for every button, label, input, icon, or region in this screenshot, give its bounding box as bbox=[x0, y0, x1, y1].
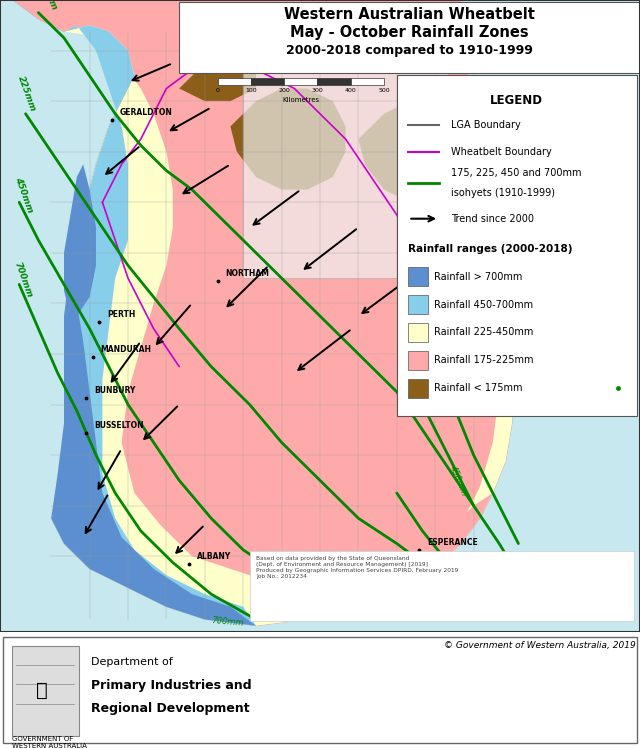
Text: Based on data provided by the State of Queensland
(Dept. of Environment and Reso: Based on data provided by the State of Q… bbox=[256, 557, 458, 579]
Bar bbox=[218, 78, 251, 85]
Text: © Government of Western Australia, 2019: © Government of Western Australia, 2019 bbox=[444, 641, 636, 650]
Text: Western Australian Wheatbelt: Western Australian Wheatbelt bbox=[284, 7, 535, 22]
Text: LGA Boundary: LGA Boundary bbox=[451, 120, 521, 130]
Text: 300: 300 bbox=[312, 88, 323, 93]
Text: May - October Rainfall Zones: May - October Rainfall Zones bbox=[291, 25, 529, 40]
Text: Rainfall 450-700mm: Rainfall 450-700mm bbox=[434, 300, 533, 310]
Text: GERALDTON: GERALDTON bbox=[120, 108, 173, 117]
Bar bbox=[179, 2, 640, 73]
Text: ALBANY: ALBANY bbox=[196, 552, 231, 561]
Text: 225mm: 225mm bbox=[430, 373, 452, 406]
Polygon shape bbox=[13, 0, 518, 626]
Text: 175mm: 175mm bbox=[422, 304, 444, 337]
Text: 175mm: 175mm bbox=[35, 0, 60, 11]
Bar bbox=[284, 78, 317, 85]
Bar bbox=[408, 378, 428, 398]
Polygon shape bbox=[13, 0, 518, 626]
Text: 0: 0 bbox=[216, 88, 220, 93]
Text: 500: 500 bbox=[378, 88, 390, 93]
Polygon shape bbox=[13, 0, 256, 626]
Text: Primary Industries and: Primary Industries and bbox=[91, 679, 252, 692]
Text: Wheatbelt Boundary: Wheatbelt Boundary bbox=[451, 147, 552, 156]
Bar bbox=[351, 78, 384, 85]
Text: 700mm: 700mm bbox=[211, 616, 244, 628]
Polygon shape bbox=[230, 88, 346, 190]
Polygon shape bbox=[365, 493, 493, 588]
Text: Rainfall 175-225mm: Rainfall 175-225mm bbox=[434, 355, 533, 365]
Bar bbox=[408, 267, 428, 286]
Polygon shape bbox=[64, 165, 96, 316]
Text: 450mm: 450mm bbox=[13, 176, 34, 214]
Text: MANDURAH: MANDURAH bbox=[100, 345, 152, 354]
Polygon shape bbox=[358, 335, 518, 588]
Text: Rainfall < 175mm: Rainfall < 175mm bbox=[434, 383, 522, 393]
Text: 🦢: 🦢 bbox=[36, 681, 47, 699]
Polygon shape bbox=[179, 51, 256, 101]
Bar bbox=[397, 75, 637, 416]
Bar bbox=[408, 323, 428, 342]
Text: LEGEND: LEGEND bbox=[490, 94, 543, 106]
Text: Trend since 2000: Trend since 2000 bbox=[451, 214, 534, 224]
Polygon shape bbox=[397, 202, 435, 240]
Text: 2000-2018 compared to 1910-1999: 2000-2018 compared to 1910-1999 bbox=[286, 44, 533, 58]
Bar bbox=[251, 78, 284, 85]
Bar bbox=[243, 64, 448, 278]
Text: PERTH: PERTH bbox=[107, 310, 135, 319]
Text: 175, 225, 450 and 700mm: 175, 225, 450 and 700mm bbox=[451, 168, 582, 178]
Text: NORTHAM: NORTHAM bbox=[225, 269, 269, 278]
Bar bbox=[317, 78, 351, 85]
Text: 400: 400 bbox=[345, 88, 356, 93]
Text: Rainfall 225-450mm: Rainfall 225-450mm bbox=[434, 328, 533, 337]
Text: 225mm: 225mm bbox=[16, 74, 37, 113]
Text: Regional Development: Regional Development bbox=[91, 702, 250, 715]
Polygon shape bbox=[51, 266, 256, 626]
Text: Rainfall ranges (2000-2018): Rainfall ranges (2000-2018) bbox=[408, 244, 573, 254]
Text: ESPERANCE: ESPERANCE bbox=[427, 538, 477, 547]
Text: isohyets (1910-1999): isohyets (1910-1999) bbox=[451, 188, 556, 198]
Text: 450mm: 450mm bbox=[448, 465, 468, 498]
Text: 700mm: 700mm bbox=[13, 261, 34, 299]
Text: Kilometres: Kilometres bbox=[282, 97, 319, 103]
Text: BUSSELTON: BUSSELTON bbox=[94, 421, 144, 430]
Bar bbox=[408, 351, 428, 370]
Text: BUNBURY: BUNBURY bbox=[94, 386, 136, 395]
Text: GOVERNMENT OF
WESTERN AUSTRALIA: GOVERNMENT OF WESTERN AUSTRALIA bbox=[12, 736, 86, 748]
Polygon shape bbox=[13, 0, 435, 626]
Bar bbox=[408, 295, 428, 314]
Bar bbox=[250, 551, 634, 621]
Text: 450mm: 450mm bbox=[256, 604, 289, 619]
Text: 200: 200 bbox=[278, 88, 290, 93]
Polygon shape bbox=[358, 101, 448, 202]
Text: 100: 100 bbox=[245, 88, 257, 93]
Text: Rainfall > 700mm: Rainfall > 700mm bbox=[434, 272, 522, 282]
Text: Department of: Department of bbox=[91, 657, 173, 667]
Bar bbox=[12, 646, 79, 736]
